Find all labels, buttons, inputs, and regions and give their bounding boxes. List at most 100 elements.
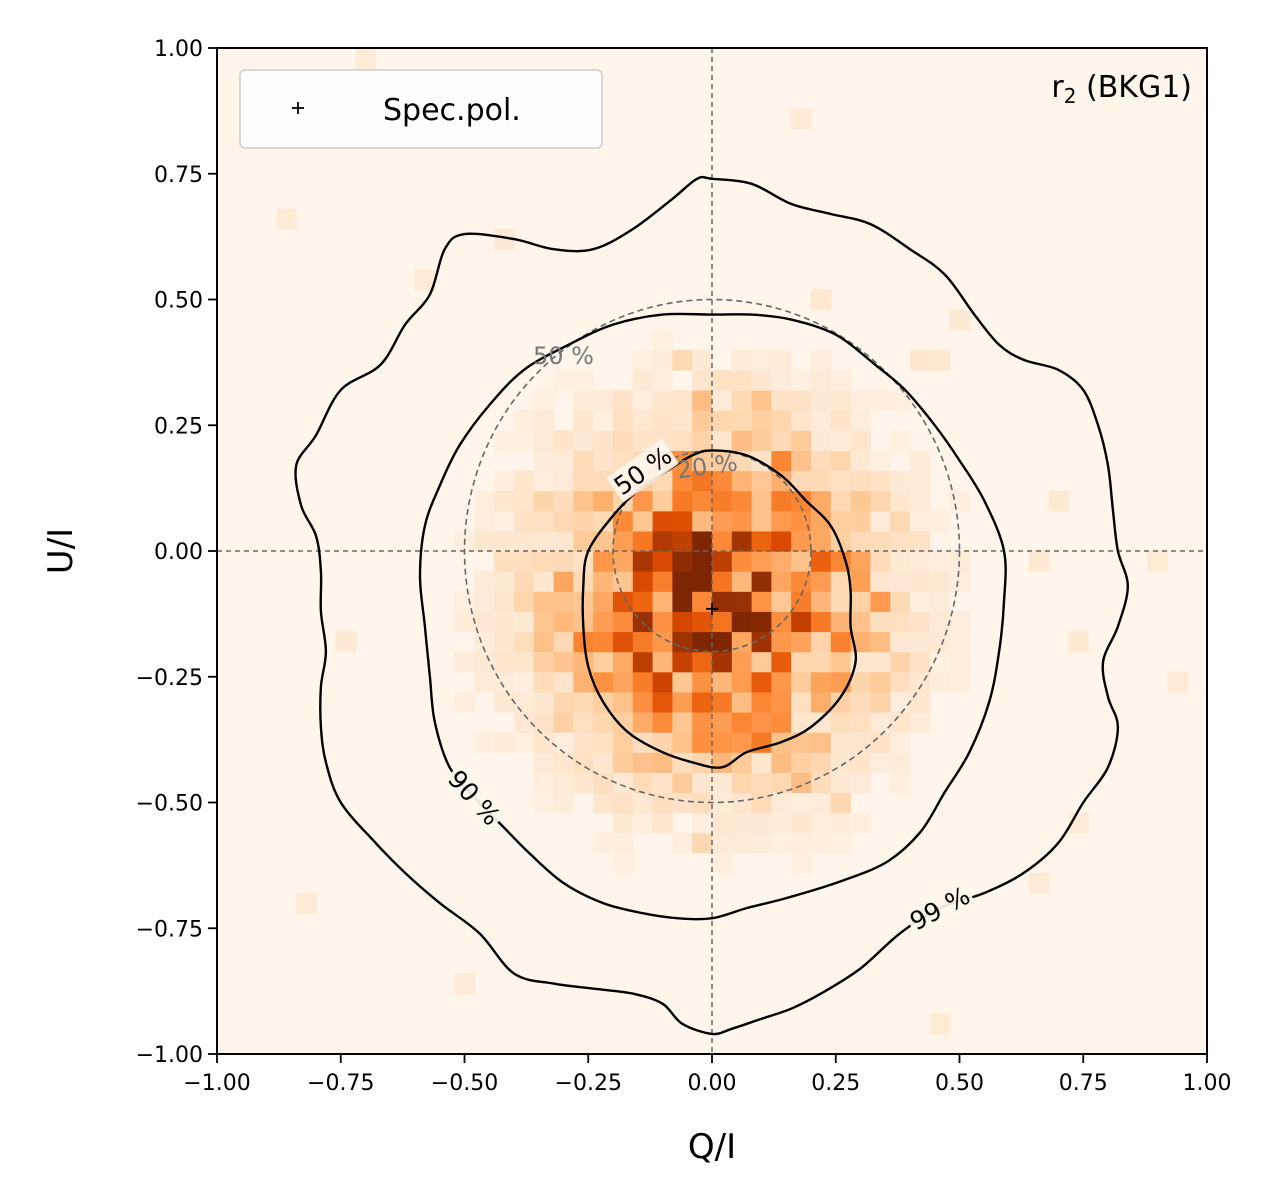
histogram-cell <box>791 450 812 472</box>
histogram-cell <box>692 611 713 633</box>
histogram-cell <box>494 470 515 492</box>
histogram-cell <box>1028 551 1050 572</box>
histogram-cell <box>751 510 772 532</box>
histogram-cell <box>731 772 753 794</box>
histogram-cell <box>672 470 693 492</box>
histogram-cell <box>890 732 911 753</box>
histogram-cell <box>672 631 693 653</box>
histogram-cell <box>613 611 634 633</box>
histogram-cell <box>830 369 852 391</box>
histogram-cell <box>949 651 970 673</box>
histogram-cell <box>731 792 753 814</box>
histogram-cell <box>593 390 614 411</box>
y-tick-label: 0.50 <box>154 289 203 314</box>
histogram-cell <box>474 591 495 612</box>
histogram-cell <box>771 772 792 794</box>
histogram-cell <box>830 490 852 512</box>
histogram-cell <box>830 470 852 492</box>
histogram-cell <box>811 289 832 311</box>
histogram-cell <box>830 691 852 713</box>
histogram-cell <box>929 510 951 532</box>
histogram-cell <box>910 470 931 492</box>
histogram-cell <box>494 631 515 653</box>
histogram-cell <box>830 510 852 532</box>
histogram-cell <box>613 390 634 411</box>
histogram-cell <box>811 510 832 532</box>
y-axis-ticks: −1.00 −0.75 −0.50 −0.25 0.00 0.25 0.50 0.75 1.00 <box>136 37 217 1068</box>
histogram-cell <box>850 510 871 532</box>
histogram-cell <box>652 591 673 612</box>
histogram-cell <box>771 651 792 673</box>
histogram-cell <box>751 671 772 693</box>
histogram-cell <box>870 732 891 753</box>
y-tick-label: −0.25 <box>136 666 203 691</box>
histogram-cell <box>474 571 495 592</box>
histogram-cell <box>573 470 594 492</box>
histogram-cell <box>672 390 693 411</box>
histogram-cell <box>811 631 832 653</box>
histogram-cell <box>890 490 911 512</box>
histogram-cell <box>712 852 733 874</box>
histogram-cell <box>830 631 852 653</box>
histogram-cell <box>850 772 871 794</box>
histogram-cell <box>870 752 891 773</box>
histogram-cell <box>494 691 515 713</box>
histogram-cell <box>454 973 475 995</box>
histogram-cell <box>1167 671 1188 693</box>
y-axis-label: U/I <box>41 528 81 574</box>
histogram-cell <box>593 410 614 431</box>
histogram-cell <box>533 571 555 592</box>
histogram-cell <box>890 390 911 411</box>
histogram-cell <box>712 470 733 492</box>
histogram-cell <box>791 631 812 653</box>
histogram-cell <box>613 711 634 733</box>
histogram-cell <box>771 832 792 854</box>
histogram-cell <box>593 752 614 773</box>
histogram-cell <box>573 430 594 451</box>
histogram-cell <box>672 571 693 592</box>
histogram-cell <box>870 551 891 572</box>
histogram-cell <box>771 510 792 532</box>
histogram-cell <box>1028 872 1050 894</box>
histogram-cell <box>672 651 693 673</box>
histogram-cell <box>632 792 654 814</box>
histogram-cell <box>553 752 574 773</box>
histogram-cell <box>791 510 812 532</box>
histogram-cell <box>850 691 871 713</box>
histogram-cell <box>514 510 535 532</box>
histogram-cell <box>791 651 812 673</box>
y-tick-label: −0.75 <box>136 917 203 942</box>
histogram-cell <box>830 450 852 472</box>
histogram-cell <box>751 772 772 794</box>
histogram-cell <box>751 571 772 592</box>
histogram-cell <box>593 470 614 492</box>
histogram-cell <box>850 430 871 451</box>
contour-label-backing <box>902 878 977 938</box>
histogram-cell <box>791 410 812 431</box>
histogram-cell <box>514 490 535 512</box>
histogram-cell <box>632 571 654 592</box>
histogram-cell <box>613 812 634 834</box>
x-tick-label: −0.50 <box>431 1071 498 1096</box>
histogram-cell <box>731 711 753 733</box>
histogram-cell <box>731 510 753 532</box>
histogram-cell <box>553 369 574 391</box>
histogram-cell <box>692 591 713 612</box>
histogram-cell <box>652 349 673 371</box>
histogram-cell <box>910 671 931 693</box>
histogram-cell <box>751 530 772 552</box>
histogram-cell <box>474 530 495 552</box>
histogram-cell <box>593 792 614 814</box>
histogram-cell <box>791 832 812 854</box>
histogram-cell <box>514 691 535 713</box>
histogram-cell <box>751 651 772 673</box>
legend-marker-plus <box>292 102 304 114</box>
histogram-cell <box>494 571 515 592</box>
histogram-cell <box>731 430 753 451</box>
histogram-cell <box>553 470 574 492</box>
histogram-cell <box>929 349 951 371</box>
histogram-cell <box>910 551 931 572</box>
histogram-cell <box>830 752 852 773</box>
histogram-cell <box>672 490 693 512</box>
histogram-cell <box>494 430 515 451</box>
